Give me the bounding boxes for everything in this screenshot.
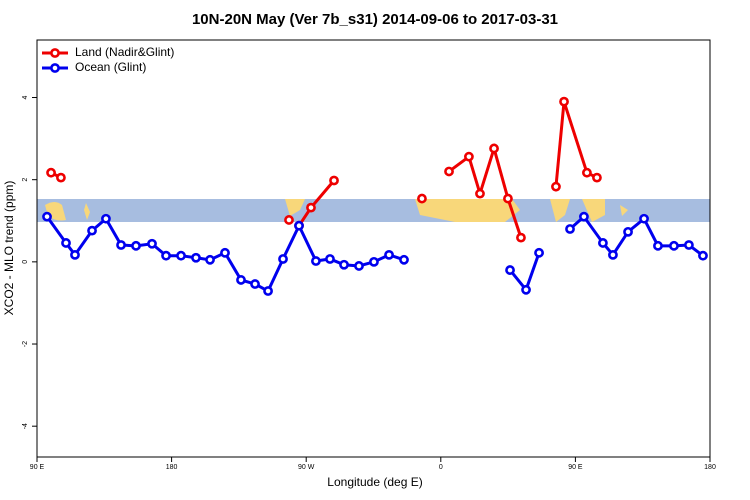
point bbox=[147, 238, 157, 249]
point bbox=[329, 175, 339, 186]
point bbox=[565, 224, 575, 234]
point bbox=[444, 166, 454, 177]
legend-label: Land (Nadir&Glint) bbox=[75, 45, 174, 59]
y-tick-label: 2 bbox=[22, 178, 29, 182]
x-tick-label: 90 E bbox=[30, 464, 45, 471]
series-line bbox=[45, 214, 704, 294]
y-tick-label: -2 bbox=[22, 341, 29, 347]
x-tick-label: 180 bbox=[166, 464, 178, 471]
point bbox=[284, 215, 294, 225]
x-tick-label: 90 W bbox=[298, 464, 315, 471]
point bbox=[516, 232, 526, 243]
point bbox=[339, 259, 349, 270]
y-tick-label: 4 bbox=[22, 95, 29, 99]
point bbox=[87, 225, 97, 236]
map-strip bbox=[37, 199, 710, 222]
point bbox=[278, 254, 288, 264]
point bbox=[56, 172, 66, 183]
point bbox=[131, 240, 141, 251]
legend-marker bbox=[50, 63, 60, 73]
point bbox=[116, 240, 126, 250]
point bbox=[608, 249, 618, 260]
plot-frame bbox=[36, 39, 711, 458]
point bbox=[684, 240, 694, 250]
point bbox=[653, 240, 663, 251]
point bbox=[263, 286, 273, 296]
point bbox=[236, 275, 246, 285]
point bbox=[464, 151, 474, 162]
point bbox=[220, 247, 230, 258]
point bbox=[551, 181, 561, 192]
point bbox=[592, 172, 602, 183]
point bbox=[161, 250, 171, 261]
legend-marker bbox=[50, 48, 60, 58]
point bbox=[176, 250, 186, 261]
point bbox=[61, 238, 71, 248]
point bbox=[205, 254, 215, 265]
x-tick-label: 0 bbox=[439, 464, 443, 471]
point bbox=[623, 226, 633, 237]
point bbox=[579, 211, 589, 222]
point bbox=[250, 279, 260, 289]
point bbox=[698, 250, 708, 261]
y-axis-label: XCO2 - MLO trend (ppm) bbox=[2, 181, 16, 316]
chart-title: 10N-20N May (Ver 7b_s31) 2014-09-06 to 2… bbox=[192, 11, 558, 28]
x-axis-label: Longitude (deg E) bbox=[327, 475, 422, 489]
y-tick-label: 0 bbox=[22, 260, 29, 264]
point bbox=[582, 167, 592, 178]
x-tick-label: 180 bbox=[704, 464, 716, 471]
point bbox=[325, 254, 335, 264]
point bbox=[311, 256, 321, 266]
point bbox=[354, 261, 364, 271]
point bbox=[42, 211, 52, 222]
y-tick-label: -4 bbox=[22, 423, 29, 429]
point bbox=[489, 143, 499, 154]
point bbox=[475, 188, 485, 199]
point bbox=[191, 252, 201, 263]
point bbox=[503, 193, 513, 204]
point bbox=[521, 284, 531, 295]
point bbox=[306, 202, 316, 213]
point bbox=[384, 249, 394, 260]
point bbox=[669, 240, 679, 251]
point bbox=[639, 213, 649, 224]
x-tick-label: 90 E bbox=[568, 464, 583, 471]
point bbox=[369, 256, 379, 267]
point bbox=[534, 247, 544, 258]
point bbox=[559, 96, 569, 107]
point bbox=[294, 220, 304, 231]
point bbox=[399, 254, 409, 265]
point bbox=[101, 213, 111, 224]
point bbox=[598, 238, 608, 248]
point bbox=[46, 167, 56, 178]
point bbox=[70, 249, 80, 260]
legend-label: Ocean (Glint) bbox=[75, 60, 146, 74]
legend: Land (Nadir&Glint)Ocean (Glint) bbox=[42, 45, 174, 74]
point bbox=[417, 193, 427, 204]
point bbox=[505, 265, 515, 275]
